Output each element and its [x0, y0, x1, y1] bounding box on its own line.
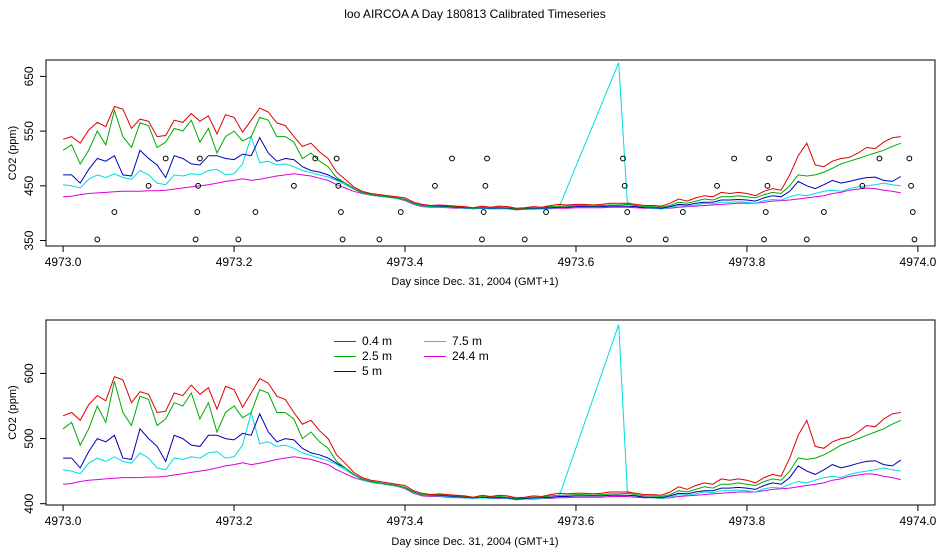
scatter-point [376, 236, 383, 243]
x-tick-label: 4973.2 [216, 514, 253, 528]
plot-frame [45, 319, 936, 506]
scatter-point [338, 209, 344, 215]
series-line-7-5-m [63, 324, 901, 501]
scatter-point [339, 236, 346, 243]
legend-item: 0.4 m [334, 334, 392, 348]
x-tick-label: 4973.0 [45, 255, 82, 269]
scatter-point [731, 155, 738, 162]
legend-swatch [424, 341, 446, 343]
legend-swatch [334, 341, 356, 343]
plot-frame [45, 59, 936, 247]
scatter-point [194, 209, 201, 215]
scatter-point [909, 209, 916, 215]
series-line-5-m [63, 136, 902, 210]
scatter-point [482, 182, 489, 189]
x-tick-label: 4974.0 [900, 514, 937, 528]
scatter-point [521, 236, 528, 243]
scatter-point [111, 209, 118, 215]
series-line-5-m [63, 412, 902, 500]
scatter-point [764, 182, 771, 189]
y-tick-label: 350 [22, 230, 36, 250]
scatter-point [196, 155, 203, 162]
x-tick-label: 4973.6 [558, 255, 595, 269]
legend-item: 7.5 m [424, 334, 482, 348]
scatter-point [252, 209, 259, 215]
scatter-point [876, 155, 883, 162]
x-axis-label-top: Day since Dec. 31, 2004 (GMT+1) [391, 276, 559, 288]
scatter-point [162, 155, 169, 162]
scatter-point [449, 155, 455, 162]
scatter-point [432, 182, 438, 189]
scatter-point [803, 236, 810, 243]
legend-swatch [334, 371, 356, 373]
scatter-point [335, 182, 342, 189]
scatter-point [397, 209, 404, 215]
series-line-24-4-m [63, 173, 901, 211]
chart-title: loo AIRCOA A Day 180813 Calibrated Times… [344, 7, 606, 21]
scatter-point [290, 182, 297, 189]
scatter-point [312, 155, 319, 162]
series-line-2-5-m [62, 108, 901, 210]
x-tick-label: 4973.2 [216, 255, 253, 269]
x-tick-label: 4973.8 [729, 514, 766, 528]
series-line-24-4-m [63, 456, 901, 501]
series-line-0-4-m [62, 105, 901, 209]
legend-label: 2.5 m [362, 349, 393, 363]
x-tick-label: 4973.8 [729, 255, 766, 269]
y-tick-label: 450 [22, 175, 36, 195]
legend-item: 2.5 m [334, 349, 392, 363]
scatter-point [908, 182, 914, 189]
y-tick-label: 500 [22, 428, 36, 448]
scatter-point [192, 236, 199, 243]
x-tick-label: 4973.4 [387, 514, 424, 528]
scatter-point [679, 209, 686, 215]
y-tick-label: 650 [22, 66, 36, 86]
y-tick-label: 550 [22, 121, 36, 141]
y-axis-label: CO2 (ppm) [7, 385, 19, 439]
scatter-point [145, 182, 152, 189]
legend-label: 5 m [362, 364, 383, 378]
scatter-point [195, 182, 202, 189]
legend-item: 24.4 m [424, 349, 489, 363]
scatter-point [480, 209, 487, 215]
scatter-point [621, 182, 628, 189]
scatter-point [626, 236, 632, 243]
scatter-point [624, 209, 631, 215]
x-tick-label: 4974.0 [900, 255, 937, 269]
scatter-point [235, 236, 242, 243]
scatter-point [906, 155, 913, 162]
scatter-point [714, 182, 720, 189]
series-line-0-4-m [62, 376, 901, 499]
legend-swatch [334, 356, 356, 358]
scatter-point [761, 236, 767, 243]
scatter-point [859, 182, 866, 189]
x-tick-label: 4973.4 [387, 255, 424, 269]
y-tick-label: 400 [22, 493, 36, 513]
scatter-point [766, 155, 773, 162]
legend-label: 7.5 m [452, 334, 483, 348]
legend-swatch [424, 356, 446, 358]
legend-label: 0.4 m [362, 334, 393, 348]
series-line-2-5-m [62, 381, 902, 500]
scatter-point [820, 209, 827, 215]
y-axis-label: CO2 (ppm) [7, 126, 19, 180]
scatter-point [94, 236, 101, 243]
scatter-point [911, 236, 918, 243]
scatter-point [484, 155, 490, 162]
x-tick-label: 4973.6 [558, 514, 595, 528]
scatter-point [333, 155, 340, 162]
y-tick-label: 600 [22, 363, 36, 383]
legend-label: 24.4 m [452, 349, 489, 363]
series-line-7-5-m [63, 62, 901, 211]
x-axis-label-bottom: Day since Dec. 31, 2004 (GMT+1) [391, 536, 559, 548]
scatter-point [479, 236, 485, 243]
scatter-point [543, 209, 549, 215]
scatter-point [662, 236, 669, 243]
legend-item: 5 m [334, 364, 382, 378]
x-tick-label: 4973.0 [45, 514, 82, 528]
scatter-point [620, 155, 626, 162]
scatter-point [762, 209, 769, 215]
